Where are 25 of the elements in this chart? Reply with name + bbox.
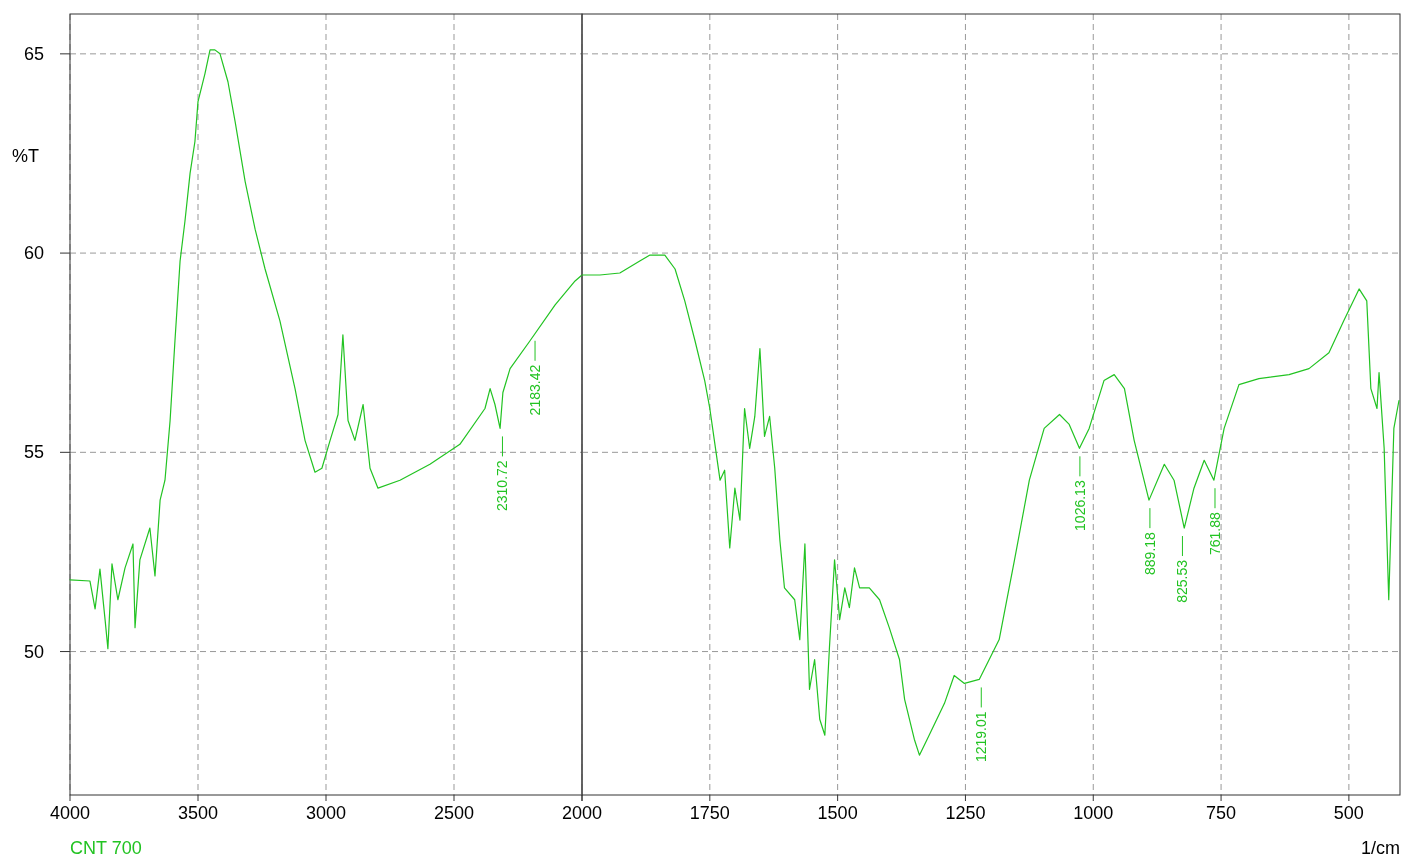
annotation: 889.18 [1141,531,1158,575]
x-tick-label: 2000 [561,803,603,823]
x-tick-label: 1750 [689,803,730,823]
x-tick-label: 750 [1206,803,1237,823]
annotation: 1026.13 [1071,480,1088,531]
x-tick-label: 1500 [817,803,858,823]
y-tick-label: 60 [23,243,44,264]
annotation: 825.53 [1174,559,1191,603]
y-tick-label: 65 [23,43,44,64]
x-tick-label: 500 [1333,803,1364,823]
x-axis-title: 1/cm [1360,838,1400,858]
x-tick-label: 3000 [305,803,347,823]
y-tick-label: 55 [23,442,44,463]
annotation: 761.88 [1206,512,1223,556]
text: CNT 700 [70,838,142,858]
x-tick-label: 1000 [1073,803,1114,823]
annotation: 2183.42 [527,364,544,416]
y-axis-title: %T [12,146,39,166]
x-tick-label: 1250 [945,803,986,823]
x-tick-label: 4000 [49,803,91,823]
annotation: 2310.72 [494,460,511,512]
y-tick-label: 50 [23,641,44,662]
annotation: 1219.01 [973,711,990,763]
x-tick-label: 2500 [433,803,475,823]
x-tick-label: 3500 [177,803,219,823]
